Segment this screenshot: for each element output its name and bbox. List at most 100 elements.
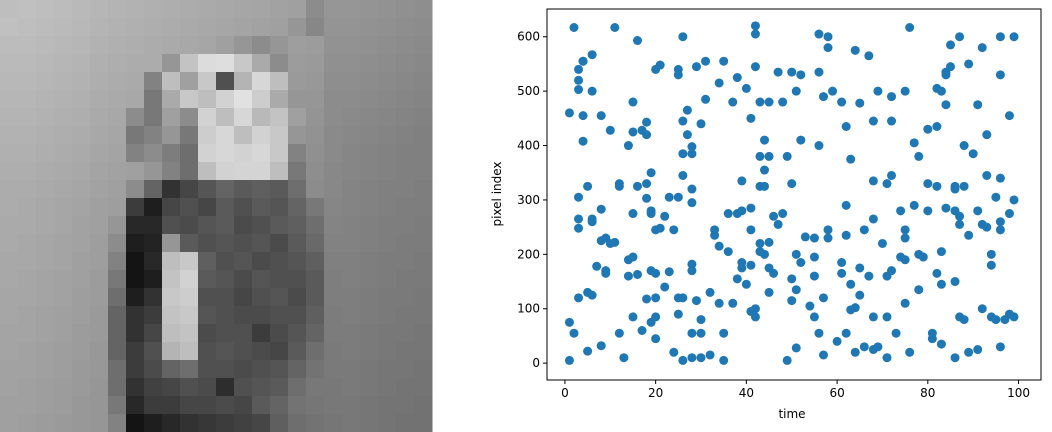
pixel (180, 216, 199, 235)
pixel (108, 360, 127, 379)
pixel (360, 234, 379, 253)
point (914, 151, 924, 161)
pixel (144, 342, 163, 361)
pixel (90, 342, 109, 361)
point (687, 328, 697, 338)
pixel (144, 0, 163, 19)
pixel (0, 162, 19, 181)
pixel (0, 108, 19, 127)
pixel (360, 108, 379, 127)
point (678, 32, 688, 42)
point (787, 296, 797, 306)
pixel (180, 414, 199, 432)
pixel (270, 18, 289, 37)
pixel (162, 18, 181, 37)
pixel (396, 396, 415, 415)
pixel (162, 324, 181, 343)
pixel (324, 270, 343, 289)
point (818, 92, 828, 102)
pixel (54, 0, 73, 19)
pixel (414, 90, 433, 109)
pixel (306, 324, 325, 343)
point (814, 328, 824, 338)
point (605, 125, 615, 135)
pixel (342, 126, 361, 145)
point (877, 238, 887, 248)
pixel (108, 72, 127, 91)
pixel (396, 216, 415, 235)
point (732, 274, 742, 284)
pixel (288, 234, 307, 253)
pixel (90, 72, 109, 91)
pixel (414, 234, 433, 253)
pixel (18, 36, 37, 55)
point (995, 342, 1005, 352)
pixel (288, 288, 307, 307)
point (1009, 195, 1019, 205)
pixel (342, 360, 361, 379)
point (587, 290, 597, 300)
point (646, 209, 656, 219)
point (705, 287, 715, 297)
point (610, 22, 620, 32)
point (796, 135, 806, 145)
point (696, 119, 706, 129)
pixel (216, 234, 235, 253)
pixel (180, 108, 199, 127)
pixel (396, 288, 415, 307)
pixel (234, 144, 253, 163)
point (678, 116, 688, 126)
pixel (252, 198, 271, 217)
pixel (414, 396, 433, 415)
point (950, 353, 960, 363)
pixel (306, 198, 325, 217)
pixel (198, 54, 217, 73)
pixel (126, 414, 145, 432)
pixel (216, 378, 235, 397)
pixel (342, 378, 361, 397)
point (696, 328, 706, 338)
pixel (306, 378, 325, 397)
x-axis-label: time (778, 407, 805, 421)
point (846, 154, 856, 164)
pixel (198, 126, 217, 145)
pixel (180, 144, 199, 163)
point (710, 225, 720, 235)
pixel (198, 0, 217, 19)
pixel (378, 72, 397, 91)
point (791, 343, 801, 353)
pixel (234, 90, 253, 109)
pixel (162, 54, 181, 73)
pixel (234, 252, 253, 271)
pixel (270, 324, 289, 343)
pixel (324, 306, 343, 325)
point (746, 225, 756, 235)
pixel (288, 90, 307, 109)
pixel (198, 324, 217, 343)
pixel (288, 252, 307, 271)
pixel (342, 198, 361, 217)
pixel (36, 414, 55, 432)
pixel (18, 216, 37, 235)
pixel (0, 180, 19, 199)
pixel (180, 198, 199, 217)
pixel (0, 144, 19, 163)
point (664, 192, 674, 202)
point (651, 312, 661, 322)
point (691, 62, 701, 72)
point (696, 315, 706, 325)
pixel (180, 342, 199, 361)
point (923, 124, 933, 134)
pixel (378, 270, 397, 289)
pixel (0, 90, 19, 109)
point (682, 130, 692, 140)
point (936, 339, 946, 349)
y-tick-label: 100 (517, 302, 540, 316)
pixel (0, 252, 19, 271)
pixel (360, 144, 379, 163)
pixel (270, 162, 289, 181)
point (601, 268, 611, 278)
pixel (18, 252, 37, 271)
point (614, 328, 624, 338)
point (814, 67, 824, 77)
